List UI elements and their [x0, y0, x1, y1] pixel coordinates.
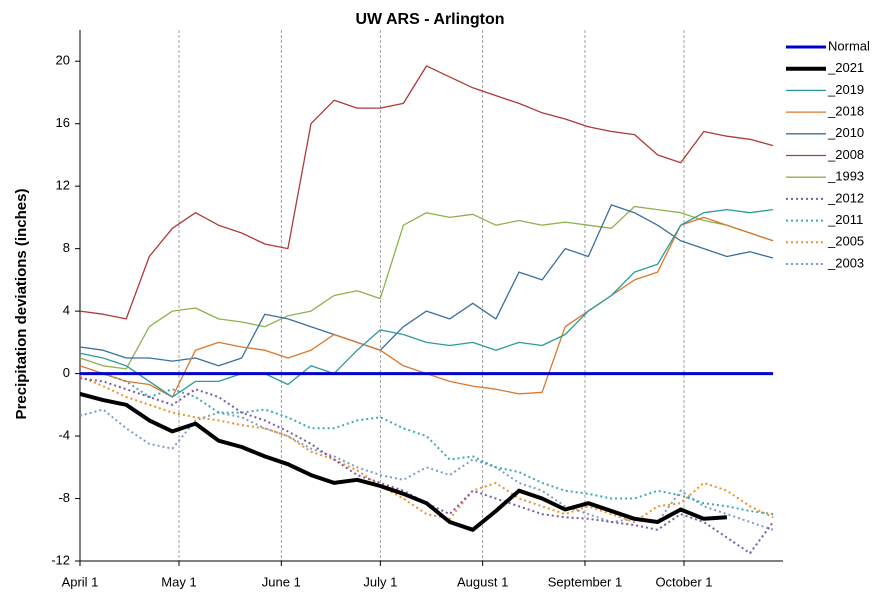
y-tick-label: 16	[56, 115, 70, 130]
y-axis-label: Precipitation deviations (inches)	[13, 189, 30, 420]
legend-label: _2021	[827, 60, 864, 75]
series-line	[79, 408, 774, 531]
x-tick-label: May 1	[161, 574, 196, 589]
legend-label: _2008	[827, 147, 864, 162]
x-tick-label: June 1	[262, 574, 301, 589]
y-tick-label: 0	[63, 365, 70, 380]
y-tick-label: -4	[58, 427, 70, 442]
y-tick-label: 4	[63, 303, 70, 318]
legend-label: _1993	[827, 169, 864, 184]
x-tick-label: April 1	[62, 574, 99, 589]
series-line	[79, 377, 774, 555]
y-tick-label: 12	[56, 178, 70, 193]
x-tick-label: July 1	[363, 574, 397, 589]
y-tick-label: -12	[51, 552, 70, 567]
y-tick-label: 8	[63, 240, 70, 255]
legend-label: _2019	[827, 82, 864, 97]
legend-label: _2012	[827, 190, 864, 205]
legend-label: _2010	[827, 125, 864, 140]
x-tick-label: October 1	[655, 574, 712, 589]
series-line	[79, 204, 774, 367]
legend-label: Normal	[828, 38, 870, 53]
legend-label: _2003	[827, 255, 864, 270]
legend-label: _2018	[827, 104, 864, 119]
x-tick-label: September 1	[548, 574, 622, 589]
series-line	[79, 65, 774, 320]
series-line	[79, 375, 774, 523]
legend-label: _2005	[827, 234, 864, 249]
series-line	[80, 372, 774, 516]
series-line	[79, 205, 774, 370]
series-line	[79, 391, 728, 532]
legend-label: _2011	[827, 212, 863, 227]
chart-title: UW ARS - Arlington	[355, 11, 504, 28]
y-tick-label: 20	[56, 53, 70, 68]
x-tick-label: August 1	[457, 574, 508, 589]
y-tick-label: -8	[58, 490, 70, 505]
series-line	[79, 208, 774, 398]
